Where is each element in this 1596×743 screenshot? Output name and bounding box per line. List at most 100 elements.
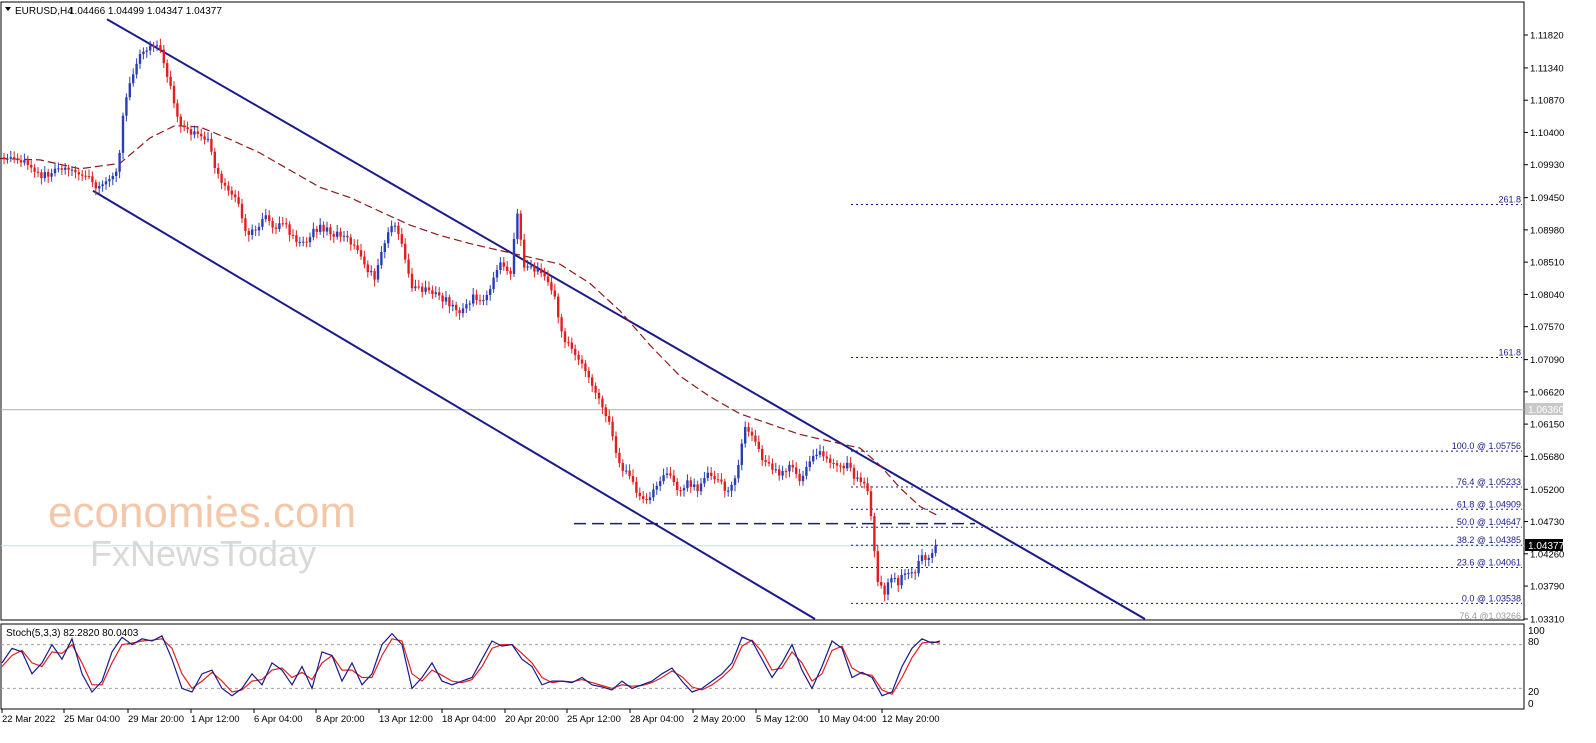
candle-body bbox=[580, 359, 584, 364]
candle bbox=[458, 307, 461, 320]
candle bbox=[339, 227, 342, 243]
candle-body bbox=[128, 83, 131, 98]
candle-body bbox=[601, 398, 604, 408]
candle bbox=[747, 422, 750, 437]
candle bbox=[502, 256, 505, 271]
candle-body bbox=[223, 182, 227, 186]
candle-body bbox=[315, 228, 318, 232]
candle bbox=[784, 468, 788, 479]
candle bbox=[319, 218, 322, 235]
candle bbox=[291, 229, 295, 240]
candle-body bbox=[812, 456, 815, 462]
stoch-signal-line bbox=[1, 638, 941, 695]
candle-body bbox=[808, 461, 811, 468]
candle-body bbox=[733, 478, 737, 485]
candle-body bbox=[784, 471, 788, 473]
candle bbox=[931, 548, 934, 564]
candle-body bbox=[234, 194, 237, 198]
candle bbox=[312, 222, 315, 241]
candle-body bbox=[740, 443, 743, 466]
candle bbox=[485, 290, 488, 306]
candle-body bbox=[495, 269, 499, 278]
price-tick-label: 1.07090 bbox=[1530, 355, 1564, 366]
candle bbox=[696, 480, 699, 498]
candle-body bbox=[883, 585, 886, 595]
candle-body bbox=[621, 462, 624, 471]
fib-label: 23.6 @ 1.04061 bbox=[1457, 557, 1521, 567]
candle-body bbox=[50, 173, 53, 177]
candle-body bbox=[625, 470, 628, 472]
candle-body bbox=[869, 491, 873, 517]
candle-body bbox=[434, 292, 437, 294]
time-tick-label: 6 Apr 04:00 bbox=[254, 714, 303, 725]
candle bbox=[104, 177, 108, 190]
candle-body bbox=[852, 467, 856, 479]
candle bbox=[23, 153, 26, 166]
candle bbox=[934, 539, 937, 557]
candle-body bbox=[716, 479, 720, 481]
candle-body bbox=[166, 63, 169, 77]
candle-body bbox=[47, 172, 50, 177]
stoch-level-100: 100 bbox=[1528, 626, 1545, 637]
candle-body bbox=[342, 235, 346, 237]
candle bbox=[740, 439, 743, 471]
candle bbox=[808, 456, 811, 472]
time-tick-label: 28 Apr 04:00 bbox=[630, 714, 684, 725]
candle-body bbox=[574, 348, 577, 355]
candle-body bbox=[611, 421, 614, 437]
candle bbox=[835, 460, 839, 473]
dropdown-triangle-icon[interactable] bbox=[5, 7, 11, 11]
candle-body bbox=[40, 172, 43, 179]
candle bbox=[642, 491, 645, 504]
candle-body bbox=[451, 304, 454, 307]
candle bbox=[121, 112, 125, 160]
candle-body bbox=[376, 265, 380, 280]
candle bbox=[370, 265, 373, 276]
candle-body bbox=[502, 262, 505, 267]
candle-body bbox=[132, 74, 135, 84]
candle bbox=[254, 225, 257, 237]
candle bbox=[744, 421, 747, 448]
candle bbox=[812, 449, 815, 465]
candle bbox=[645, 493, 648, 504]
candle bbox=[444, 291, 448, 305]
candle bbox=[682, 484, 686, 497]
candle-body bbox=[104, 181, 108, 185]
candle-body bbox=[189, 129, 193, 135]
candle-body bbox=[23, 160, 26, 163]
candle-body bbox=[499, 262, 502, 270]
candle-body bbox=[914, 572, 917, 574]
candle-body bbox=[74, 169, 77, 173]
candle-body bbox=[567, 342, 570, 344]
candle bbox=[621, 459, 624, 477]
candle-body bbox=[536, 268, 539, 272]
candle bbox=[366, 260, 369, 278]
candle-body bbox=[509, 270, 512, 274]
candle bbox=[424, 280, 427, 295]
candle bbox=[567, 336, 570, 347]
candle-body bbox=[353, 244, 356, 246]
candle-body bbox=[94, 182, 97, 189]
candle bbox=[346, 230, 349, 243]
candle-body bbox=[706, 472, 709, 479]
candle-body bbox=[665, 473, 669, 476]
candle-body bbox=[934, 545, 937, 553]
candle-body bbox=[67, 167, 70, 170]
candle-body bbox=[876, 551, 879, 583]
price-tick-label: 1.03310 bbox=[1530, 615, 1564, 626]
candle-body bbox=[866, 483, 869, 492]
candle-body bbox=[383, 243, 386, 253]
candle-body bbox=[638, 492, 641, 497]
candle-body bbox=[614, 436, 618, 453]
candle-body bbox=[587, 371, 590, 378]
candle bbox=[563, 327, 567, 349]
stoch-pane bbox=[0, 623, 1525, 710]
price-channel bbox=[92, 18, 1146, 620]
candle bbox=[540, 263, 543, 278]
candle-body bbox=[778, 469, 781, 476]
candle-body bbox=[152, 45, 155, 47]
candle bbox=[883, 582, 886, 602]
candle bbox=[601, 395, 604, 415]
candle-body bbox=[890, 578, 893, 583]
